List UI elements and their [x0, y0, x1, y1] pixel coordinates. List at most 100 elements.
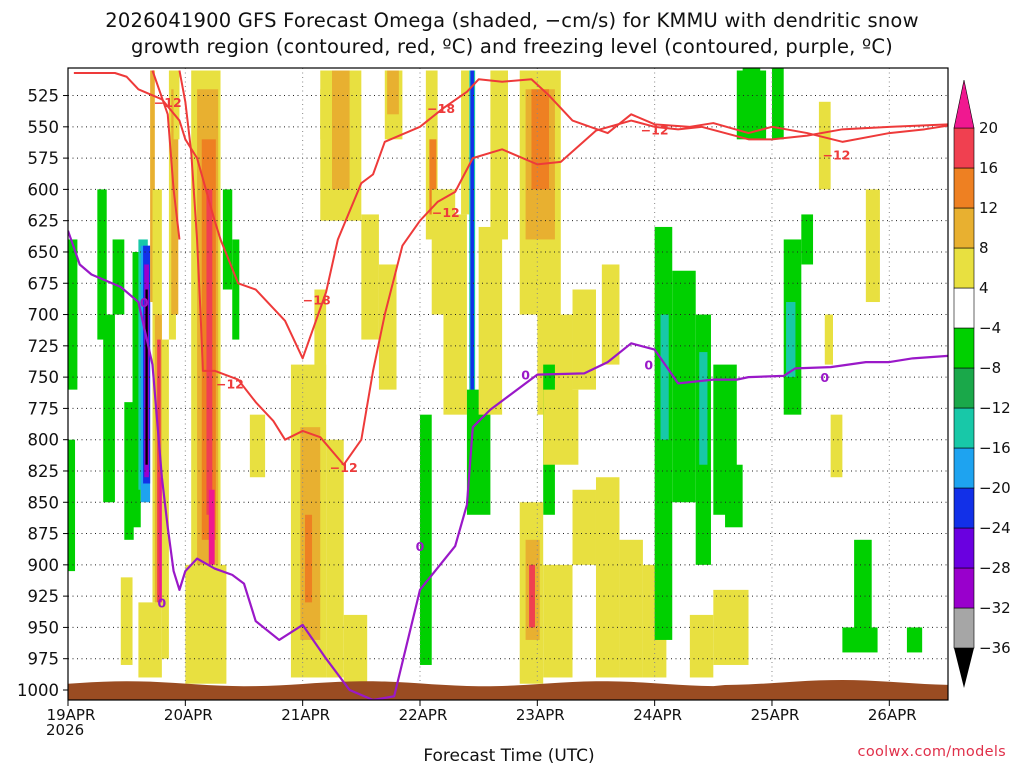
y-tick-label-875: 875	[28, 525, 60, 544]
omega-cell-93	[865, 189, 880, 303]
omega-cell-1	[68, 439, 76, 572]
dgz-isotherm-minus12	[73, 72, 948, 360]
ground-surface	[68, 679, 948, 700]
colorbar-swatch-blue	[953, 487, 975, 529]
omega-cell-2	[97, 189, 107, 340]
omega-cell-41	[361, 214, 379, 340]
omega-cell-54	[490, 70, 508, 240]
colorbar-swatch-red	[953, 127, 975, 169]
colorbar-swatch-yellow	[953, 247, 975, 289]
omega-cell-4	[112, 239, 125, 315]
omega-cell-63	[543, 389, 579, 465]
y-tick-label-800: 800	[28, 431, 60, 450]
omega-cell-45	[419, 414, 432, 665]
colorbar-label-11: −28	[979, 559, 1011, 577]
contour-label-8: 0	[140, 295, 149, 310]
omega-cell-78	[725, 464, 743, 528]
contour-label-7: −12	[823, 147, 851, 162]
x-tick-label-26APR: 26APR	[868, 706, 917, 724]
omega-cell-40	[331, 70, 350, 190]
y-tick-label-550: 550	[28, 118, 60, 137]
y-tick-label-625: 625	[28, 212, 60, 231]
y-tick-label-1000: 1000	[17, 681, 59, 700]
omega-cell-29	[222, 189, 233, 290]
dgz-isotherm-minus18	[178, 70, 948, 466]
y-tick-label-650: 650	[28, 243, 60, 262]
omega-cell-92	[906, 627, 923, 653]
omega-cell-50	[461, 70, 470, 215]
omega-cell-73	[660, 314, 669, 440]
omega-cell-12	[150, 70, 155, 303]
omega-cell-11	[145, 289, 148, 465]
colorbar-label-12: −32	[979, 599, 1011, 617]
colorbar-swatch-white	[953, 287, 975, 329]
omega-cell-36	[326, 439, 344, 678]
y-tick-label-700: 700	[28, 306, 60, 325]
y-tick-label-975: 975	[28, 650, 60, 669]
colorbar-label-0: 20	[979, 119, 998, 137]
omega-cell-22	[138, 602, 162, 678]
omega-cell-91	[842, 627, 878, 653]
y-tick-label-675: 675	[28, 274, 60, 293]
omega-cell-69	[595, 477, 620, 678]
contour-label-9: 0	[158, 595, 167, 610]
x-tick-label-24APR: 24APR	[633, 706, 682, 724]
omega-cell-87	[818, 101, 831, 190]
y-tick-label-925: 925	[28, 587, 60, 606]
omega-cell-28	[185, 564, 227, 684]
omega-cell-26	[206, 189, 213, 515]
colorbar-cap-low	[954, 648, 974, 688]
y-tick-label-775: 775	[28, 399, 60, 418]
omega-cell-42	[378, 264, 397, 390]
omega-cell-44	[387, 70, 399, 115]
x-tick-label-19APR: 19APR	[47, 706, 96, 724]
colorbar-label-8: −16	[979, 439, 1011, 457]
colorbar-swatch-teal	[953, 407, 975, 449]
colorbar-label-2: 12	[979, 199, 998, 217]
y-tick-label-725: 725	[28, 337, 60, 356]
x-tick-label-20APR: 20APR	[164, 706, 213, 724]
contour-label-4: −12	[216, 376, 244, 391]
omega-cell-37	[343, 614, 368, 684]
colorbar-label-6: −8	[979, 359, 1001, 377]
contour-label-11: 0	[521, 368, 530, 383]
omega-cell-6	[132, 251, 141, 528]
colorbar-swatch-ltblue	[953, 447, 975, 489]
omega-cell-31	[249, 414, 266, 478]
omega-cell-83	[771, 68, 784, 140]
colorbar-cap-high	[953, 79, 975, 129]
colorbar-label-7: −12	[979, 399, 1011, 417]
contour-label-10: 0	[416, 539, 425, 554]
title-line-1: 2026041900 GFS Forecast Omega (shaded, −…	[105, 9, 919, 32]
omega-cell-20	[173, 70, 180, 140]
contour-label-13: 0	[820, 370, 829, 385]
colorbar-label-1: 16	[979, 159, 998, 177]
credit-link[interactable]: coolwx.com/models	[857, 744, 1006, 760]
contour-label-12: 0	[644, 358, 653, 373]
contour-label-5: −12	[330, 460, 358, 475]
colorbar-swatch-purple	[953, 567, 975, 609]
colorbar-label-3: 8	[979, 239, 989, 257]
omega-cell-61	[601, 264, 620, 365]
omega-cell-53	[466, 389, 491, 515]
omega-cell-74	[672, 270, 696, 503]
omega-cell-70	[619, 539, 643, 678]
omega-cell-30	[232, 239, 240, 340]
chart-title: 2026041900 GFS Forecast Omega (shaded, −…	[0, 8, 1024, 60]
colorbar-label-9: −20	[979, 479, 1011, 497]
x-tick-label-23APR: 23APR	[516, 706, 565, 724]
colorbar-swatch-gold	[953, 207, 975, 249]
colorbar-swatch-indigo	[953, 527, 975, 569]
omega-cell-5	[124, 402, 134, 540]
omega-cell-88	[824, 314, 833, 365]
omega-cell-80	[736, 70, 767, 140]
y-tick-label-600: 600	[28, 180, 60, 199]
colorbar-label-4: 4	[979, 279, 989, 297]
y-tick-label-575: 575	[28, 149, 60, 168]
contour-label-1: −18	[427, 101, 455, 116]
y-tick-label-825: 825	[28, 462, 60, 481]
title-line-2: growth region (contoured, red, ºC) and f…	[131, 35, 893, 58]
x-year-label: 2026	[46, 721, 85, 739]
colorbar-swatch-gray	[953, 607, 975, 649]
y-tick-label-950: 950	[28, 618, 60, 637]
